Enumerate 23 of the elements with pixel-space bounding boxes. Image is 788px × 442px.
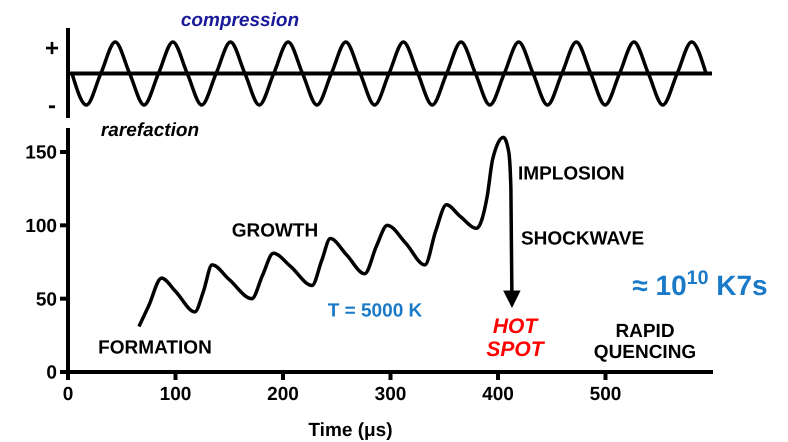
x-axis-title: Time (μs) xyxy=(308,420,393,441)
y-tick-label: 100 xyxy=(25,216,57,237)
annotation: T = 5000 K xyxy=(328,300,423,322)
annotation: GROWTH xyxy=(232,220,318,242)
x-tick-label: 300 xyxy=(374,384,406,405)
annotation: SHOCKWAVE xyxy=(521,228,644,250)
x-tick-label: 0 xyxy=(62,384,74,405)
annotation: HOT SPOT xyxy=(486,314,546,361)
text: compression xyxy=(180,10,300,31)
annotation: FORMATION xyxy=(98,338,212,359)
x-tick-label: 200 xyxy=(267,384,299,405)
text: + xyxy=(44,35,60,62)
annotation: RAPID QUENCING xyxy=(594,321,696,364)
y-tick-label: 150 xyxy=(25,142,57,164)
y-tick-label: 0 xyxy=(46,362,57,384)
annotation: rarefaction xyxy=(100,120,200,141)
annotation: IMPLOSION xyxy=(518,164,625,185)
x-tick-label: 400 xyxy=(482,384,514,405)
annotation: ≈ 10$^{10}$ K7s xyxy=(632,266,768,301)
y-tick-label: 50 xyxy=(36,289,57,310)
x-tick-label: 500 xyxy=(590,384,622,405)
x-tick-label: 100 xyxy=(160,384,192,405)
text: - xyxy=(48,92,56,119)
